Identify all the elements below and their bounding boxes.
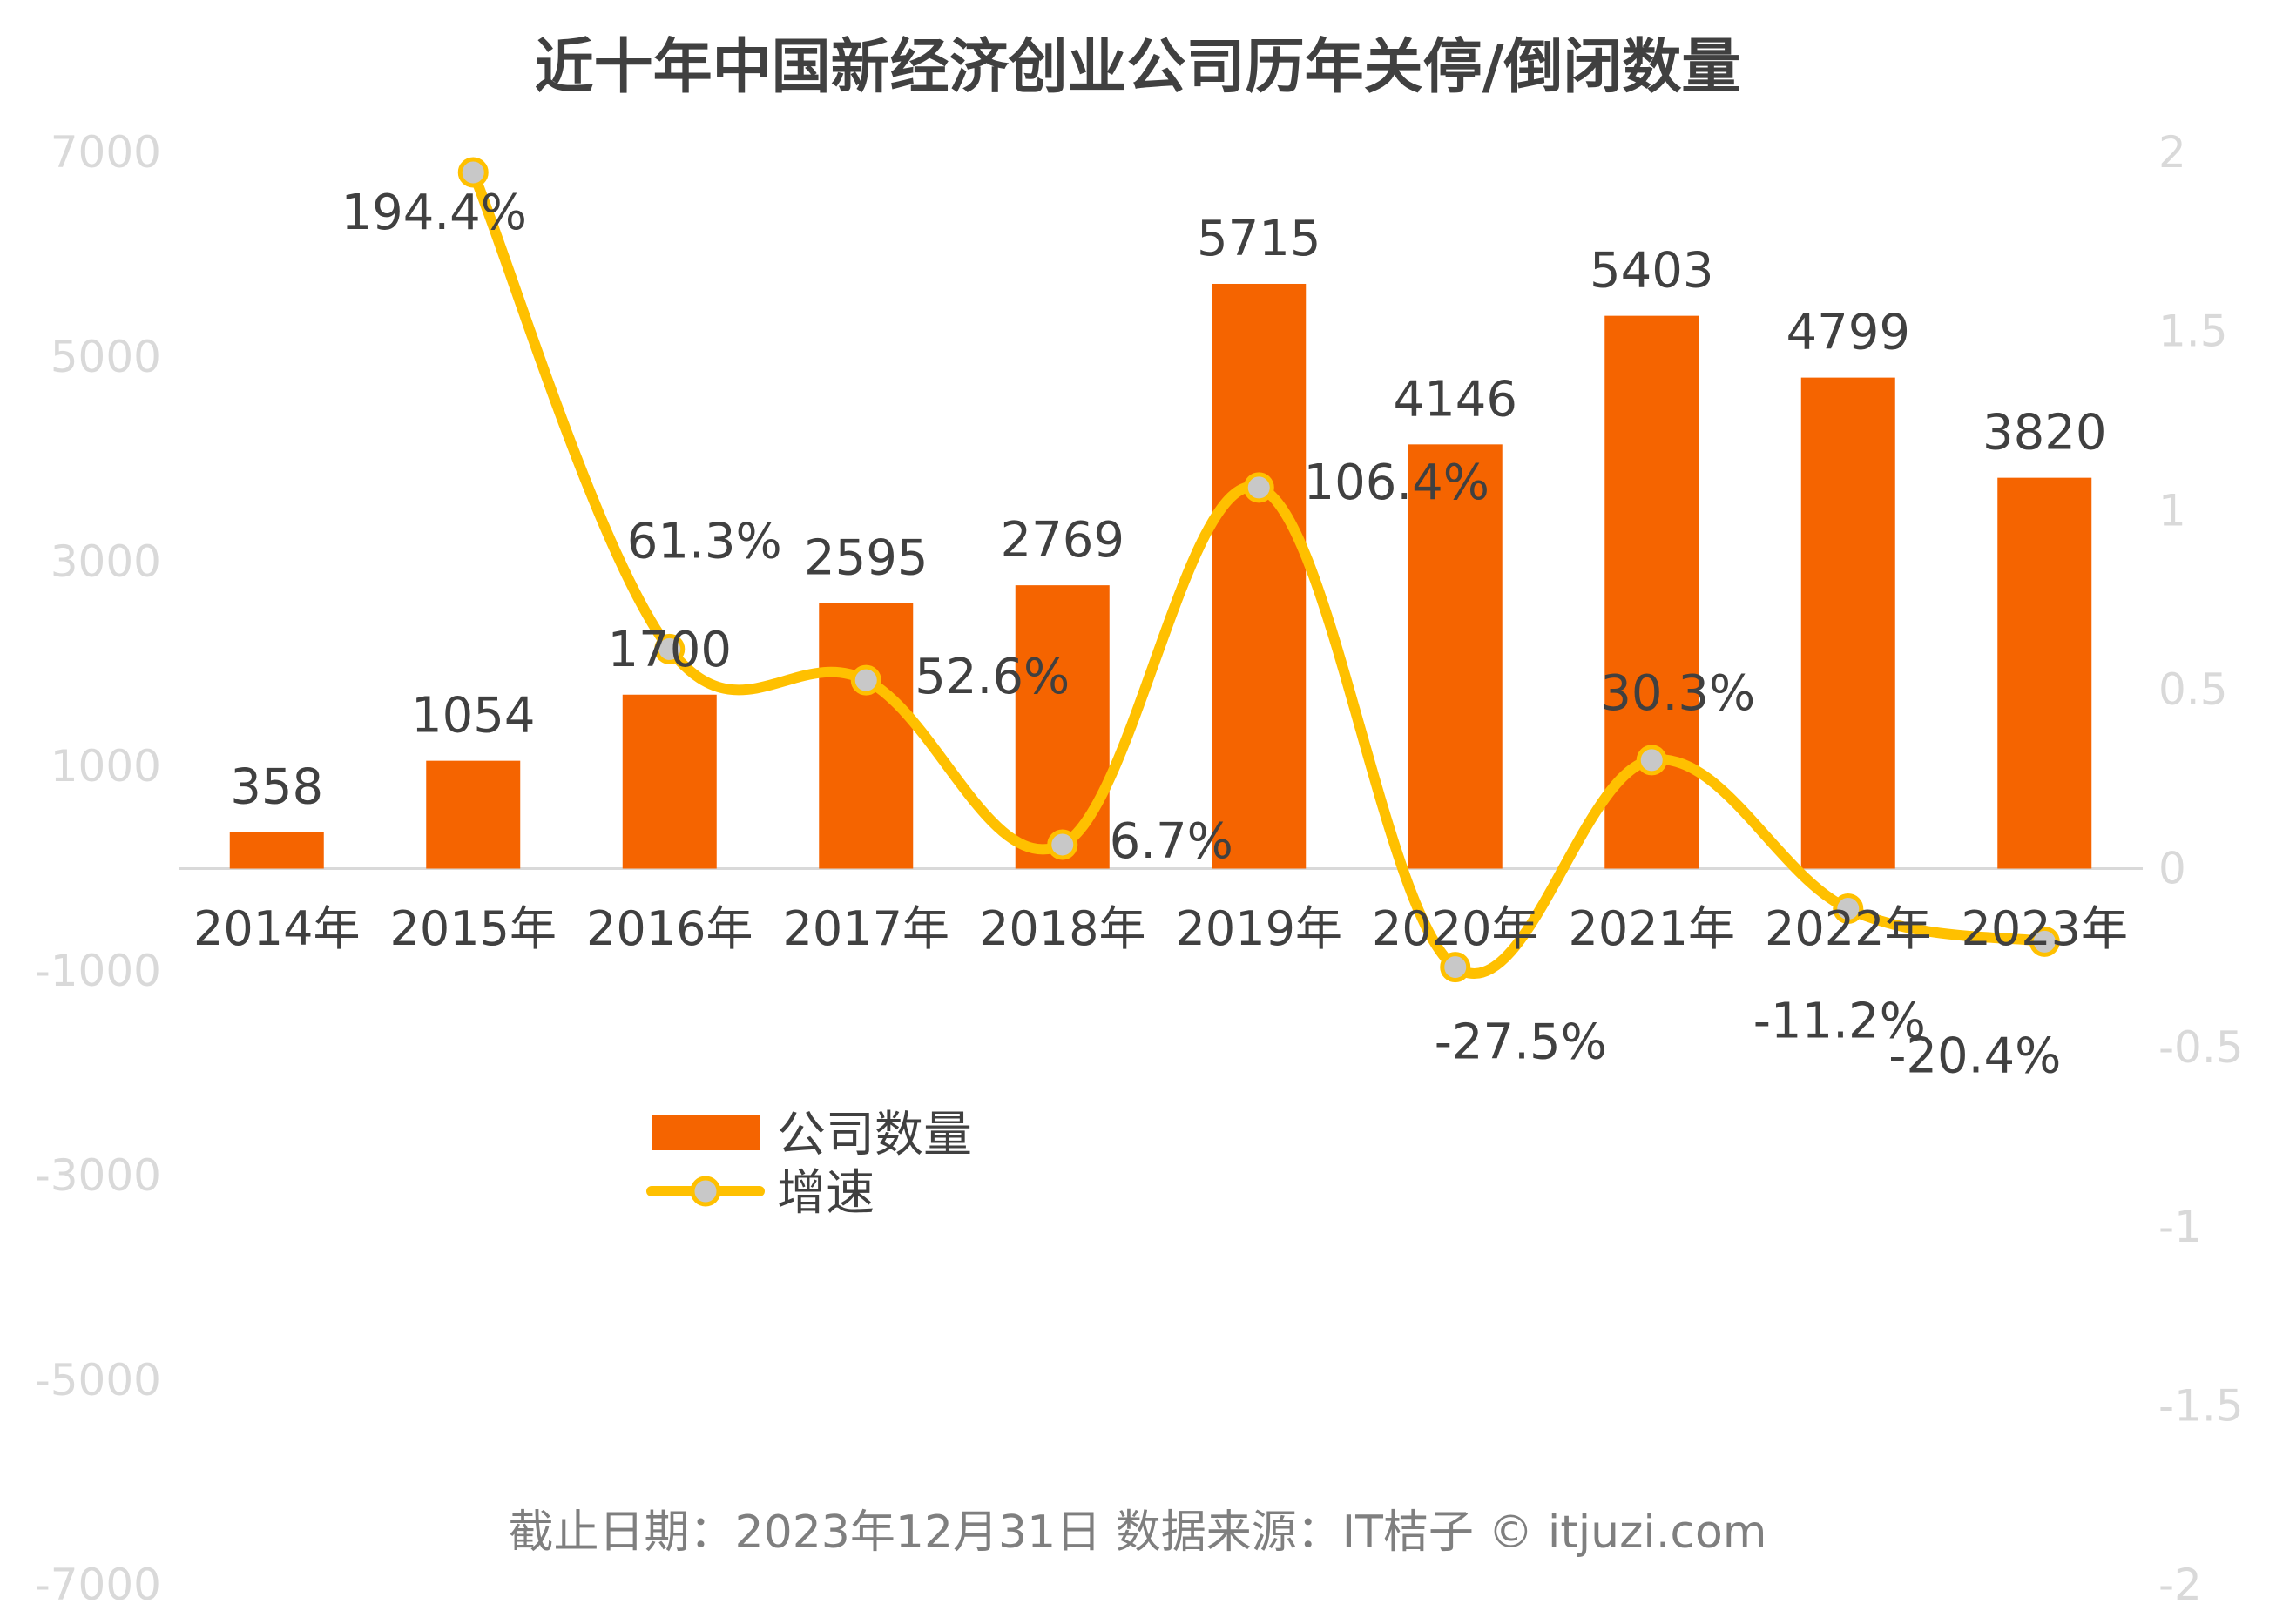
growth-point-2018年 (1047, 829, 1078, 860)
legend-swatch-bar (652, 1115, 760, 1150)
growth-value-label: 30.3% (1600, 665, 1755, 722)
category-label: 2023年 (1962, 901, 2128, 956)
category-label: 2016年 (586, 901, 753, 956)
growth-point-2023年 (2029, 926, 2060, 957)
footer-source: 截止日期：2023年12月31日 数据来源：IT桔子 © itjuzi.com (509, 1506, 1767, 1559)
growth-point-2019年 (1243, 472, 1274, 503)
growth-point-2015年 (457, 157, 489, 188)
legend: 公司数量 增速 (646, 1107, 972, 1222)
bar-2022年 (1800, 377, 1895, 869)
left-axis-tick-label: -7000 (35, 1560, 161, 1610)
growth-value-label: -27.5% (1435, 1014, 1607, 1071)
right-axis-tick-label: -2 (2158, 1560, 2202, 1610)
bar-2020年 (1408, 444, 1503, 869)
line-data-labels: 194.4% 61.3% 52.6% 6.7% 106.4% -27.5% 30.3% -11… (341, 185, 2061, 1084)
right-axis-tick-label: -1.5 (2158, 1380, 2244, 1431)
left-axis-tick-label: 1000 (51, 741, 161, 792)
right-axis-tick-label: 2 (2158, 127, 2186, 178)
bar-value-label: 3820 (1982, 405, 2107, 462)
left-axis-tick-label: 5000 (51, 332, 161, 382)
category-label: 2014年 (193, 901, 360, 956)
right-axis-tick-label: 0 (2158, 844, 2186, 894)
growth-point-2021年 (1636, 745, 1667, 776)
left-axis-tick-label: 3000 (51, 536, 161, 587)
growth-value-label: 61.3% (627, 513, 782, 569)
right-axis-tick-label: -0.5 (2158, 1022, 2244, 1073)
growth-point-2022年 (1833, 893, 1864, 925)
growth-value-label: 52.6% (915, 649, 1070, 705)
bar-2016年 (622, 694, 717, 869)
left-axis-tick-label: 7000 (51, 127, 161, 178)
bar-value-label: 5715 (1197, 211, 1321, 267)
bar-data-labels: 358 1054 1700 2595 2769 5715 4146 5403 4799 3820 (230, 211, 2106, 815)
left-axis-tick-label: -1000 (35, 946, 161, 996)
growth-value-label: -11.2% (1753, 994, 1926, 1050)
chart-title: 近十年中国新经济创业公司历年关停/倒闭数量 (535, 33, 1741, 102)
category-label: 2017年 (783, 901, 949, 956)
bar-2015年 (426, 760, 521, 869)
right-axis-tick-label: -1 (2158, 1202, 2202, 1252)
growth-point-2020年 (1440, 952, 1471, 983)
right-axis-tick-label: 0.5 (2158, 664, 2228, 715)
category-label: 2015年 (390, 901, 557, 956)
left-axis-tick-label: -3000 (35, 1150, 161, 1201)
legend-label-bar: 公司数量 (777, 1107, 972, 1163)
bar-value-label: 2595 (804, 530, 929, 587)
growth-value-label: -20.4% (1888, 1028, 2061, 1084)
bar-series (229, 283, 2092, 869)
left-axis-ticks: 7000 5000 3000 1000 -1000 -3000 -5000 -7000 (35, 127, 161, 1610)
bar-value-label: 2769 (1000, 512, 1124, 569)
right-axis-tick-label: 1.5 (2158, 307, 2228, 357)
growth-value-label: 6.7% (1110, 813, 1233, 870)
bar-value-label: 5403 (1590, 243, 1714, 300)
legend-label-line: 增速 (777, 1165, 875, 1222)
growth-value-label: 106.4% (1303, 455, 1489, 511)
category-label: 2018年 (979, 901, 1145, 956)
bar-value-label: 4799 (1786, 305, 1910, 361)
bar-value-label: 1700 (607, 622, 732, 678)
growth-point-2016年 (654, 633, 686, 664)
category-label: 2021年 (1569, 901, 1735, 956)
bar-2018年 (1015, 585, 1110, 869)
right-axis-tick-label: 1 (2158, 485, 2186, 536)
category-label: 2022年 (1765, 901, 1931, 956)
legend-swatch-marker (690, 1176, 721, 1207)
category-label: 2019年 (1176, 901, 1342, 956)
left-axis-tick-label: -5000 (35, 1355, 161, 1405)
bar-value-label: 4146 (1393, 371, 1517, 428)
bar-value-label: 358 (230, 758, 323, 815)
bar-2014年 (229, 832, 324, 869)
right-axis-ticks: 2 1.5 1 0.5 0 -0.5 -1 -1.5 -2 (2158, 127, 2244, 1610)
growth-point-2017年 (850, 664, 881, 696)
bar-value-label: 1054 (411, 688, 536, 745)
growth-value-label: 194.4% (341, 185, 527, 241)
category-axis-labels: 2014年 2015年 2016年 2017年 2018年 2019年 2020年 2021年… (193, 901, 2128, 956)
category-label: 2020年 (1372, 901, 1538, 956)
bar-2019年 (1212, 283, 1307, 869)
growth-line-series (457, 157, 2060, 983)
bar-2017年 (819, 603, 914, 869)
bar-2023年 (1997, 477, 2092, 869)
